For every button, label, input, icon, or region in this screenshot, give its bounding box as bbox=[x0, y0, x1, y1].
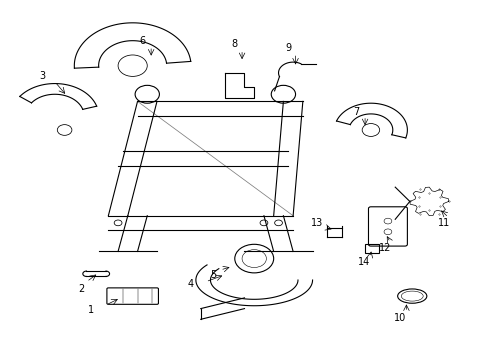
Bar bbox=[364, 244, 378, 253]
Text: 7: 7 bbox=[352, 107, 359, 117]
Text: 13: 13 bbox=[311, 218, 323, 228]
Text: 3: 3 bbox=[40, 71, 46, 81]
Text: 2: 2 bbox=[79, 284, 84, 294]
Text: 10: 10 bbox=[393, 312, 406, 323]
Text: 9: 9 bbox=[285, 43, 291, 53]
Text: 1: 1 bbox=[88, 305, 94, 315]
Text: 12: 12 bbox=[379, 243, 391, 253]
Text: 14: 14 bbox=[357, 257, 369, 267]
Text: 8: 8 bbox=[231, 39, 237, 49]
Text: 4: 4 bbox=[187, 279, 194, 289]
Text: 6: 6 bbox=[139, 36, 145, 46]
Text: 11: 11 bbox=[437, 218, 449, 228]
Text: 5: 5 bbox=[209, 270, 216, 280]
